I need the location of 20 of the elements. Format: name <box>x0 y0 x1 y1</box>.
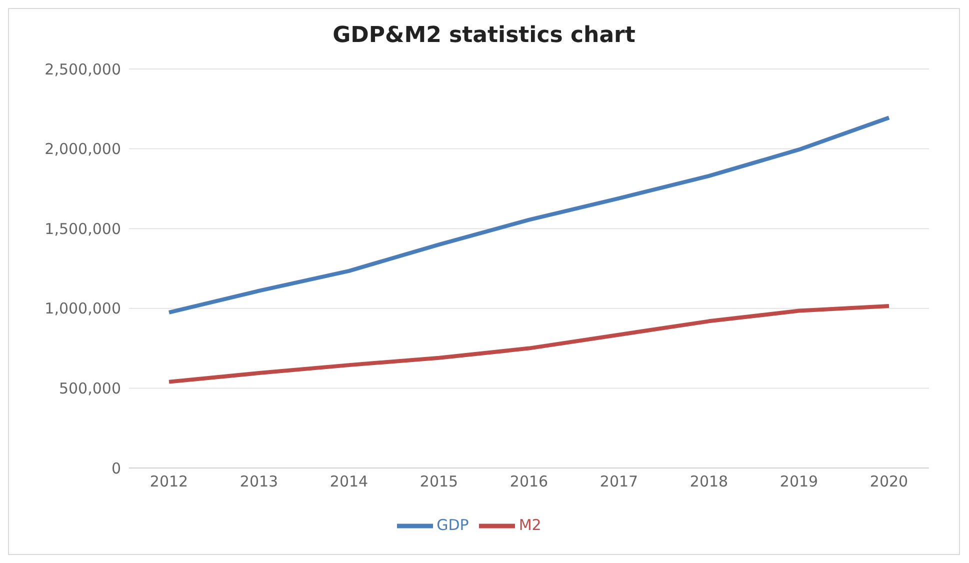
y-tick-label: 0 <box>111 459 121 478</box>
x-tick-label: 2019 <box>780 472 818 491</box>
line-series <box>167 116 891 314</box>
x-tick-label: 2015 <box>420 472 458 491</box>
x-tick-label: 2012 <box>150 472 188 491</box>
y-tick-label: 2,000,000 <box>44 140 121 158</box>
x-tick-label: 2014 <box>330 472 368 491</box>
legend-label: M2 <box>518 516 542 534</box>
y-tick-label: 1,000,000 <box>44 300 121 318</box>
chart-title: GDP&M2 statistics chart <box>332 22 636 50</box>
legend-label: GDP <box>436 516 469 534</box>
x-tick-label: 2018 <box>690 472 728 491</box>
y-tick-label: 2,500,000 <box>44 60 121 78</box>
y-tick-label: 1,500,000 <box>44 220 121 238</box>
x-tick-label: 2020 <box>870 472 908 491</box>
x-tick-label: 2016 <box>510 472 548 491</box>
x-tick-label: 2017 <box>600 472 638 491</box>
line-series <box>167 304 891 384</box>
x-tick-label: 2013 <box>240 472 278 491</box>
y-tick-label: 500,000 <box>58 380 121 398</box>
